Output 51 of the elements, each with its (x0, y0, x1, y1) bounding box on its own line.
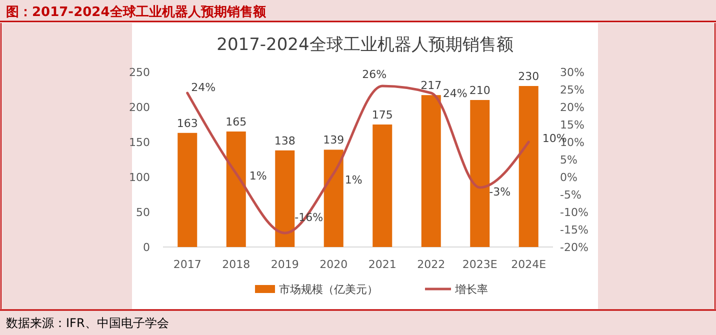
source-note: 数据来源：IFR、中国电子学会 (6, 316, 169, 330)
x-tick-label: 2024E (511, 258, 546, 271)
x-tick-label: 2022 (417, 258, 446, 271)
x-tick-label: 2017 (173, 258, 202, 271)
data-label: -3% (489, 186, 511, 198)
y2-tick-label: -20% (560, 241, 588, 254)
bar (372, 124, 392, 247)
data-label: 26% (362, 68, 387, 81)
bar (421, 95, 441, 247)
data-label: 230 (518, 70, 540, 83)
data-label: 24% (442, 87, 468, 100)
y2-tick-label: 5% (560, 154, 578, 166)
y2-tick-label: -5% (560, 188, 582, 202)
data-label: 138 (274, 134, 296, 148)
y2-tick-label: 25% (560, 84, 584, 96)
y-tick-label: 250 (129, 66, 150, 79)
bar (275, 150, 295, 247)
data-label: 210 (469, 84, 490, 97)
y2-tick-label: 0% (560, 171, 578, 184)
y2-tick-label: 15% (560, 118, 584, 132)
x-tick-label: 2019 (270, 258, 299, 271)
legend-label: 增长率 (454, 283, 488, 296)
data-label: 217 (420, 79, 442, 92)
data-label: 175 (372, 108, 393, 122)
y2-tick-label: -10% (560, 206, 588, 219)
y-tick-label: 100 (129, 171, 150, 184)
y2-tick-label: -15% (560, 224, 588, 236)
x-tick-label: 2020 (320, 258, 348, 271)
y-tick-label: 0 (143, 241, 150, 254)
bar (470, 100, 490, 247)
y-tick-label: 200 (129, 101, 150, 114)
chart-title: 2017-2024全球工业机器人预期销售额 (216, 35, 514, 55)
data-label: 1% (249, 170, 267, 182)
y-tick-label: 50 (136, 206, 150, 219)
legend-label: 市场规模（亿美元） (279, 283, 378, 296)
x-tick-label: 2023E (462, 258, 498, 271)
text: 图：2017-2024全球工业机器人预期销售额 (6, 4, 267, 20)
bar (178, 132, 198, 247)
bar (324, 150, 344, 247)
y-tick-label: 150 (129, 136, 150, 149)
bar (226, 132, 246, 247)
y2-tick-label: 30% (560, 66, 584, 79)
bar (518, 86, 538, 247)
x-tick-label: 2021 (368, 258, 396, 271)
x-tick-label: 2018 (222, 258, 250, 271)
data-label: 1% (344, 174, 362, 186)
y2-tick-label: 20% (560, 101, 584, 114)
data-label: 163 (176, 116, 198, 130)
data-label: 165 (226, 116, 247, 128)
data-label: 139 (323, 134, 344, 147)
data-label: 24% (191, 81, 216, 94)
